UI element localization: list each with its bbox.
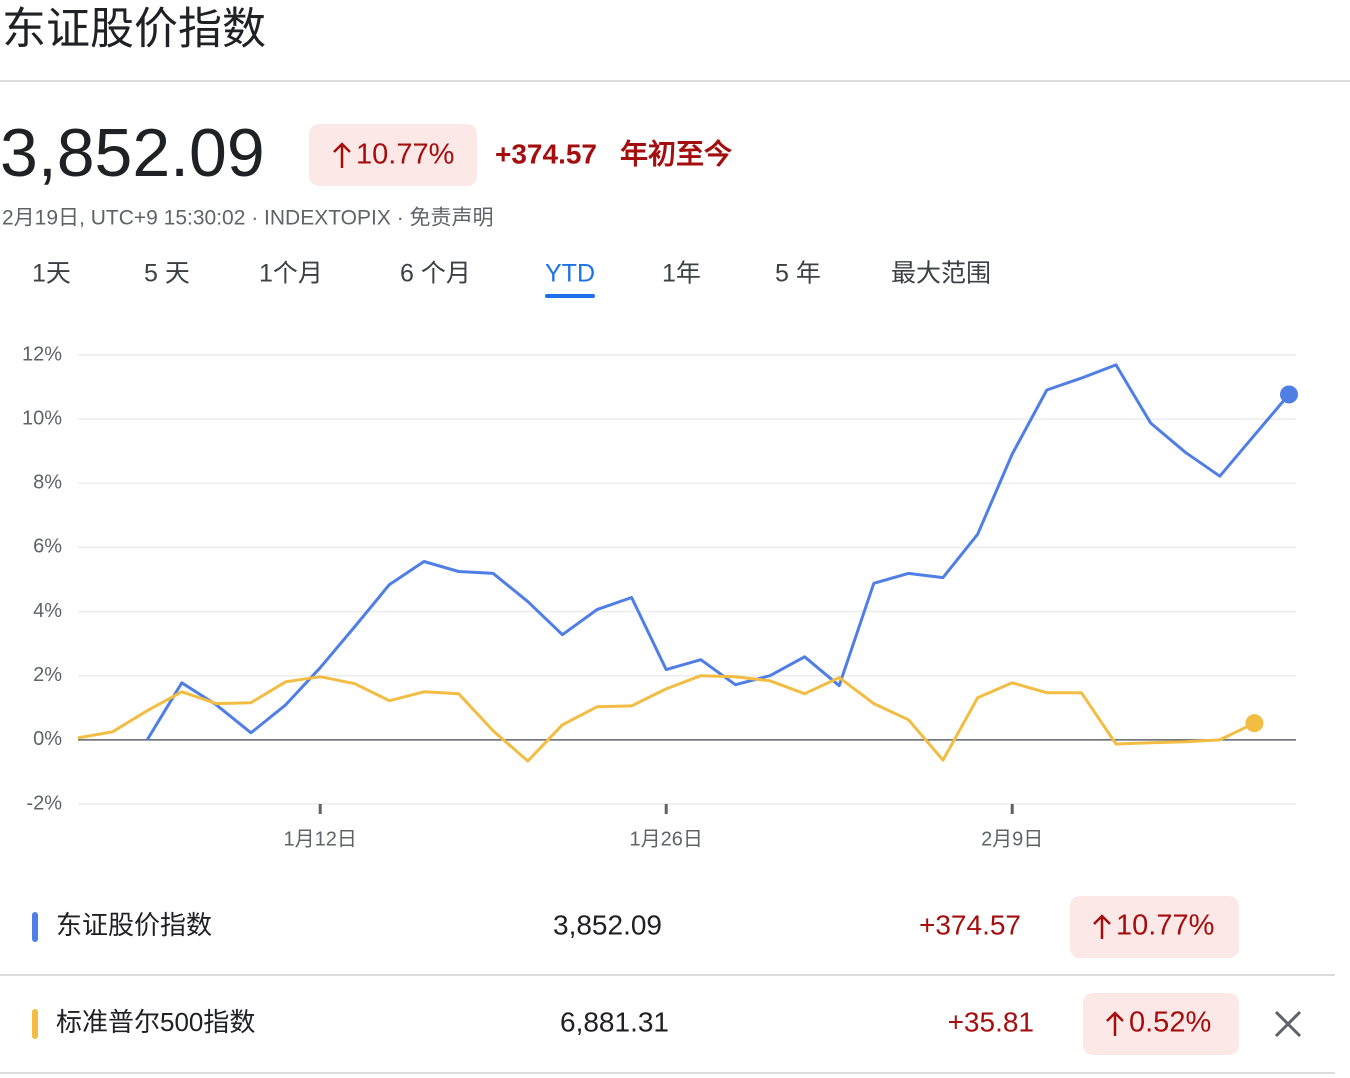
remove-button[interactable] — [1274, 1010, 1302, 1038]
legend-change-percent: 0.52% — [1129, 1007, 1211, 1039]
up-arrow — [333, 142, 351, 168]
legend-name: 标准普尔500指数 — [56, 1007, 255, 1037]
legend-name: 东证股价指数 — [56, 910, 212, 940]
price: 3,852.09 — [0, 115, 265, 191]
y-tick-label: -2% — [26, 792, 62, 814]
legend-change: +374.57 — [919, 909, 1021, 940]
x-tick-label: 1月12日 — [284, 828, 357, 850]
y-tick-label: 8% — [33, 472, 62, 494]
change-percent: 10.77% — [356, 139, 454, 171]
change: +374.57 — [495, 138, 597, 169]
range-tab[interactable]: 6 个月 — [400, 260, 471, 288]
series-line — [145, 363, 1291, 741]
legend-badge — [1083, 993, 1239, 1055]
legend-change-percent: 10.77% — [1116, 910, 1214, 942]
range-tab[interactable]: 5 年 — [775, 260, 821, 288]
range-tab[interactable]: 最大范围 — [891, 260, 991, 288]
y-tick-label: 0% — [33, 728, 62, 750]
y-tick-label: 10% — [22, 407, 62, 429]
up-arrow — [1106, 1011, 1124, 1036]
range-tab[interactable]: 1个月 — [259, 260, 323, 288]
chart: -2% 0% 2% 4% 6% 8% 10% 12% 1月12日 1月26日 2月9日 — [22, 343, 1298, 850]
y-tick-label: 4% — [33, 600, 62, 622]
end-dot — [1245, 714, 1264, 733]
up-arrow — [1093, 914, 1111, 939]
range-tab[interactable]: YTD — [545, 260, 595, 288]
page-title: 东证股价指数 — [2, 5, 266, 54]
range-tab[interactable]: 1年 — [662, 260, 701, 288]
range-tab[interactable]: 5 天 — [144, 260, 190, 288]
legend-change: +35.81 — [948, 1006, 1034, 1037]
legend-badge — [1070, 896, 1239, 958]
y-tick-label: 6% — [33, 536, 62, 558]
legend-swatch — [32, 912, 38, 942]
range-tabs: 1天 5 天 1个月 6 个月 YTD 1年 5 年 最大范围 — [32, 260, 991, 298]
legend-swatch — [32, 1009, 38, 1039]
range-tab[interactable]: 1天 — [32, 260, 71, 288]
legend-price: 6,881.31 — [560, 1006, 669, 1037]
series-line — [77, 674, 1256, 763]
legend: 东证股价指数 3,852.09 +374.57 10.77% 标准普尔500指数 6,88… — [32, 896, 1239, 1055]
tab-underline — [545, 294, 595, 298]
y-tick-label: 12% — [22, 343, 62, 365]
x-tick-label: 2月9日 — [981, 828, 1043, 850]
end-dot — [1280, 385, 1298, 404]
x-tick-label: 1月26日 — [630, 828, 703, 850]
change-badge — [309, 124, 477, 186]
period: 年初至今 — [620, 137, 732, 169]
y-tick-label: 2% — [33, 664, 62, 686]
quote-meta: 2月19日, UTC+9 15:30:02 · INDEXTOPIX · 免责声… — [2, 207, 494, 230]
legend-price: 3,852.09 — [553, 909, 662, 940]
